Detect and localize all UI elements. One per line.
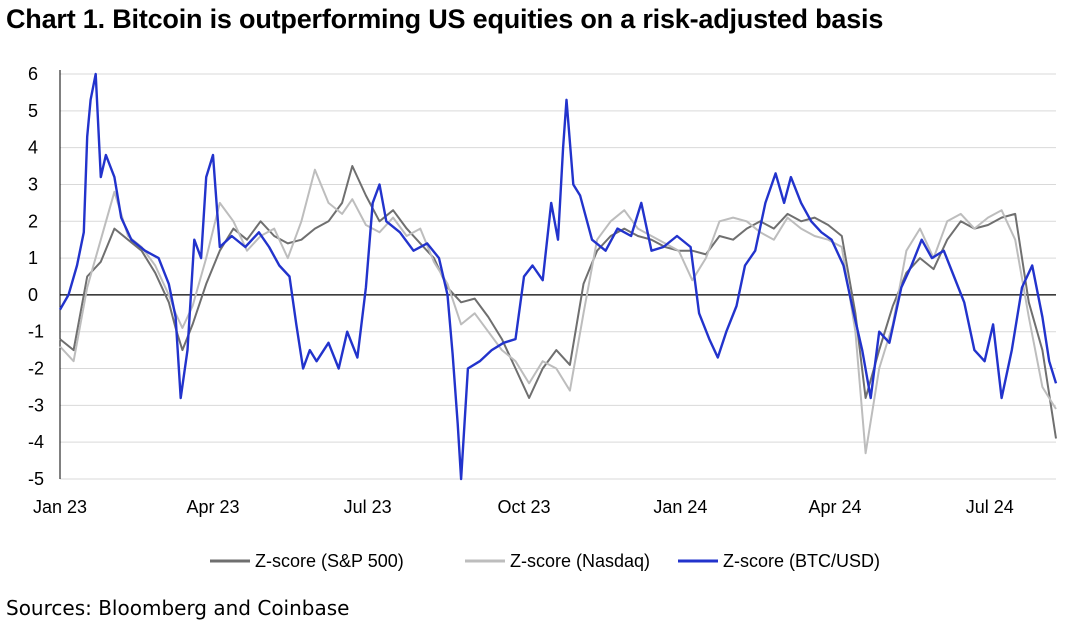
legend: Z-score (S&P 500) Z-score (Nasdaq) Z-score… [210,551,880,571]
y-tick-label: -5 [28,469,44,489]
x-tick-label: Oct 23 [497,497,550,517]
x-axis: Jan 23 Apr 23 Jul 23 Oct 23 Jan 24 Apr 24 Jul … [33,497,1014,517]
y-tick-label: 5 [28,101,38,121]
y-tick-label: -3 [28,395,44,415]
y-axis: 6 5 4 3 2 1 0 -1 -2 -3 -4 -5 [28,64,44,489]
x-tick-label: Jan 24 [653,497,707,517]
y-tick-label: -2 [28,359,44,379]
y-tick-label: -1 [28,322,44,342]
x-tick-label: Jul 24 [966,497,1014,517]
x-tick-label: Jul 23 [344,497,392,517]
chart-title: Chart 1. Bitcoin is outperforming US equ… [6,4,884,34]
y-tick-label: 2 [28,211,38,231]
y-tick-label: 1 [28,248,38,268]
legend-label: Z-score (Nasdaq) [510,551,650,571]
y-tick-label: 3 [28,174,38,194]
source-note: Sources: Bloomberg and Coinbase [6,596,350,620]
x-tick-label: Jan 23 [33,497,87,517]
series-line-2 [59,168,1057,455]
series-line-1 [59,165,1057,439]
legend-label: Z-score (S&P 500) [255,551,404,571]
legend-label: Z-score (BTC/USD) [723,551,880,571]
plot-area [58,72,1058,481]
y-tick-label: 6 [28,64,38,84]
x-tick-label: Apr 24 [809,497,862,517]
gridlines [59,70,1056,480]
y-tick-label: 4 [28,138,38,158]
x-tick-label: Apr 23 [186,497,239,517]
y-tick-label: 0 [28,285,38,305]
series-line-3 [58,72,1058,481]
y-tick-label: -4 [28,432,44,452]
